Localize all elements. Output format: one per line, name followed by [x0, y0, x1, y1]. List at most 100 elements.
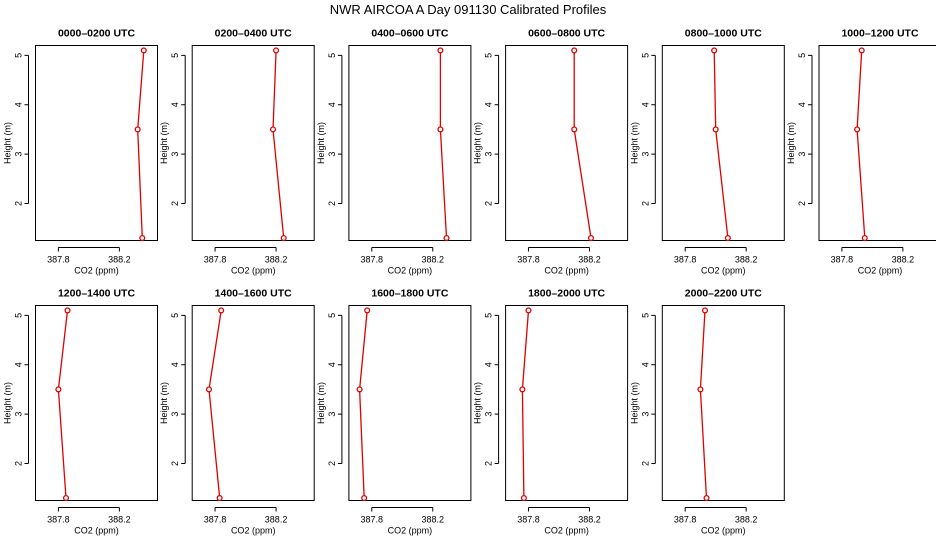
data-point [861, 234, 868, 242]
x-tick-label: 387.8 [674, 255, 697, 265]
x-tick-label: 388.2 [892, 255, 915, 265]
x-axis-label: CO2 (ppm) [231, 266, 276, 276]
plot-frame [35, 45, 158, 241]
panel-title: 1800–2000 UTC [528, 288, 605, 300]
data-point [356, 386, 363, 393]
y-tick-label: 4 [170, 102, 180, 107]
y-tick-label: 3 [484, 152, 494, 157]
x-axis-label: CO2 (ppm) [231, 526, 276, 536]
data-point [134, 126, 141, 133]
x-tick-label: 388.2 [422, 255, 445, 265]
y-tick-label: 4 [797, 102, 807, 107]
y-tick-label: 4 [14, 102, 24, 107]
x-tick-label: 387.8 [47, 255, 70, 265]
y-tick-label: 5 [14, 313, 24, 318]
y-axis-label: Height (m) [316, 122, 326, 164]
plot-frame [661, 45, 785, 241]
data-point [205, 386, 213, 393]
data-point [64, 307, 71, 314]
series-line [713, 50, 729, 239]
y-tick-label: 4 [484, 362, 494, 367]
y-tick-label: 3 [797, 152, 807, 157]
panel-6: 1000–1200 UTC 2 3 4 5 Height (m) 387.8 388.2CO2… [786, 28, 936, 276]
x-axis-label: CO2 (ppm) [701, 526, 746, 536]
y-tick-label: 2 [327, 461, 337, 466]
series-line [699, 310, 708, 499]
data-point [519, 386, 526, 393]
data-point [437, 126, 444, 133]
data-point [140, 47, 147, 54]
y-tick-label: 3 [14, 412, 24, 417]
y-tick-label: 2 [797, 201, 807, 206]
x-tick-label: 387.8 [204, 515, 227, 525]
data-point [525, 307, 532, 314]
y-tick-label: 5 [640, 53, 650, 58]
y-tick-label: 2 [170, 201, 180, 206]
y-tick-label: 4 [327, 102, 337, 107]
y-tick-label: 5 [170, 53, 180, 58]
data-point [361, 494, 368, 502]
x-tick-label: 388.2 [578, 515, 601, 525]
data-point [724, 234, 731, 242]
plot-frame [348, 45, 472, 241]
y-tick-label: 4 [170, 362, 180, 367]
x-tick-label: 388.2 [265, 515, 288, 525]
series-line [208, 310, 222, 499]
y-tick-label: 3 [640, 412, 650, 417]
series-line [358, 310, 368, 499]
y-axis-label: Height (m) [3, 382, 13, 424]
data-point [712, 126, 719, 133]
data-point [273, 47, 280, 54]
plot-frame [191, 45, 315, 241]
data-point [703, 494, 710, 502]
x-tick-label: 388.2 [735, 515, 758, 525]
data-point [711, 47, 718, 54]
data-point [55, 386, 62, 393]
y-tick-label: 4 [640, 102, 650, 107]
x-tick-label: 387.8 [204, 255, 227, 265]
y-tick-label: 2 [484, 201, 494, 206]
series-line [137, 50, 145, 239]
data-point [62, 494, 70, 502]
data-point [280, 234, 287, 242]
x-tick-label: 388.2 [422, 515, 445, 525]
panel-title: 1600–1800 UTC [371, 288, 448, 300]
series-line [521, 310, 530, 499]
panel-title: 2000–2200 UTC [685, 288, 762, 300]
plot-frame [505, 305, 629, 501]
data-point [697, 386, 704, 393]
page-title: NWR AIRCOA A Day 091130 Calibrated Profi… [330, 2, 607, 17]
y-tick-label: 4 [327, 362, 337, 367]
y-axis-label: Height (m) [159, 382, 169, 424]
x-axis-label: CO2 (ppm) [74, 266, 119, 276]
x-tick-label: 388.2 [108, 255, 131, 265]
data-point [218, 307, 225, 314]
y-axis-label: Height (m) [786, 122, 796, 164]
data-point [587, 234, 595, 242]
y-axis-label: Height (m) [629, 122, 639, 164]
plot-frame [661, 305, 785, 501]
y-tick-label: 5 [484, 313, 494, 318]
x-tick-label: 388.2 [108, 515, 131, 525]
x-tick-label: 388.2 [578, 255, 601, 265]
data-point [571, 126, 578, 133]
y-tick-label: 5 [640, 313, 650, 318]
plot-frame [35, 305, 158, 501]
x-tick-label: 387.8 [361, 255, 384, 265]
y-axis-label: Height (m) [473, 382, 483, 424]
x-axis-label: CO2 (ppm) [388, 266, 433, 276]
x-tick-label: 387.8 [674, 515, 697, 525]
series-line [272, 50, 285, 239]
y-tick-label: 2 [640, 461, 650, 466]
panel-title: 0200–0400 UTC [215, 28, 292, 40]
data-point [269, 126, 277, 133]
panel-2: 0200–0400 UTC 2 3 4 5 Height (m) 387.8 388.2CO2… [159, 28, 315, 276]
x-tick-label: 387.8 [47, 515, 70, 525]
panel-3: 0400–0600 UTC 2 3 4 5 Height (m) 387.8 388.2CO2… [316, 28, 472, 276]
y-tick-label: 5 [170, 313, 180, 318]
y-tick-label: 5 [327, 53, 337, 58]
data-point [139, 234, 146, 242]
x-tick-label: 388.2 [265, 255, 288, 265]
